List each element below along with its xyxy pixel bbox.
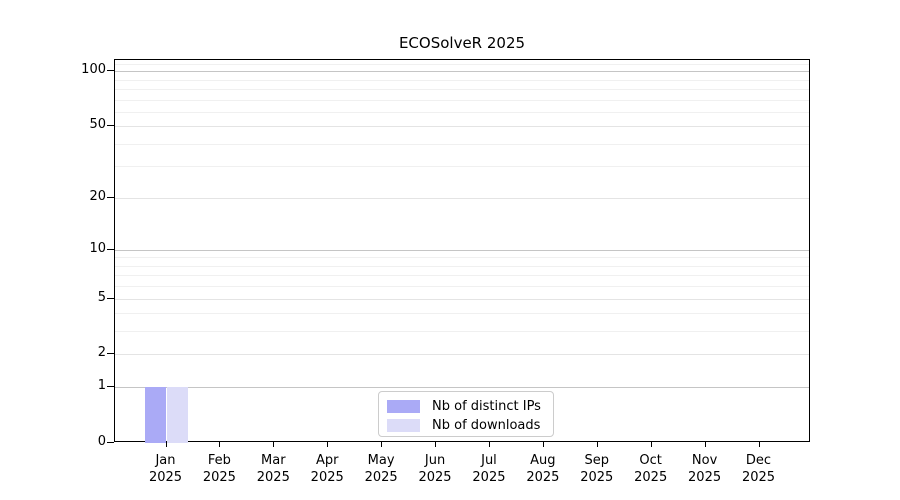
x-tick-mark bbox=[435, 442, 437, 447]
x-tick-label: Oct 2025 bbox=[634, 453, 668, 485]
x-tick-mark bbox=[488, 442, 490, 447]
y-tick-label: 50 bbox=[89, 117, 106, 133]
gridline-minor bbox=[115, 166, 809, 168]
y-tick-mark bbox=[107, 70, 114, 72]
x-tick-label: Feb 2025 bbox=[202, 453, 236, 485]
gridline-minor bbox=[115, 286, 809, 288]
gridline-minor bbox=[115, 265, 809, 267]
legend-label-downloads: Nb of downloads bbox=[432, 418, 541, 433]
x-tick-mark bbox=[596, 442, 598, 447]
y-tick-label: 20 bbox=[89, 188, 106, 204]
gridline-minor bbox=[115, 331, 809, 333]
x-tick-mark bbox=[758, 442, 760, 447]
gridline-decade bbox=[115, 71, 809, 73]
x-tick-mark bbox=[542, 442, 544, 447]
x-tick-label: Sep 2025 bbox=[580, 453, 614, 485]
gridline-minor bbox=[115, 111, 809, 113]
x-tick-mark bbox=[650, 442, 652, 447]
y-tick-mark bbox=[107, 386, 114, 388]
x-tick-label: Nov 2025 bbox=[688, 453, 722, 485]
x-tick-mark bbox=[273, 442, 275, 447]
y-tick-label: 100 bbox=[81, 62, 106, 78]
gridline-major bbox=[115, 126, 809, 128]
gridline-minor bbox=[115, 99, 809, 101]
x-tick-label: May 2025 bbox=[364, 453, 398, 485]
x-tick-mark bbox=[327, 442, 329, 447]
gridline-minor bbox=[115, 88, 809, 90]
gridline-minor bbox=[115, 257, 809, 259]
y-tick-mark bbox=[107, 196, 114, 198]
gridline-minor bbox=[115, 313, 809, 315]
bar-distinct-ips bbox=[144, 387, 167, 443]
legend: Nb of distinct IPs Nb of downloads bbox=[378, 391, 554, 437]
y-tick-mark bbox=[107, 248, 114, 250]
gridline-decade bbox=[115, 387, 809, 389]
x-tick-label: Jul 2025 bbox=[472, 453, 506, 485]
legend-swatch-distinct-ips bbox=[387, 400, 420, 413]
gridline-minor bbox=[115, 79, 809, 81]
legend-item-distinct-ips: Nb of distinct IPs bbox=[387, 398, 545, 415]
x-tick-mark bbox=[219, 442, 221, 447]
y-tick-label: 0 bbox=[97, 434, 106, 449]
x-tick-label: Dec 2025 bbox=[741, 453, 776, 485]
x-tick-mark bbox=[381, 442, 383, 447]
y-tick-label: 5 bbox=[97, 289, 106, 305]
y-tick-label: 2 bbox=[97, 345, 106, 361]
y-tick-mark bbox=[107, 297, 114, 299]
x-tick-label: Jan 2025 bbox=[148, 453, 183, 485]
x-tick-label: Jun 2025 bbox=[418, 453, 452, 485]
y-tick-label: 1 bbox=[97, 378, 106, 394]
gridline-minor bbox=[115, 63, 809, 65]
x-tick-mark bbox=[165, 442, 167, 447]
x-tick-label: Apr 2025 bbox=[310, 453, 344, 485]
gridline-major bbox=[115, 354, 809, 356]
legend-swatch-downloads bbox=[387, 419, 420, 432]
chart-title: ECOSolveR 2025 bbox=[398, 34, 526, 52]
x-tick-label: Aug 2025 bbox=[526, 453, 560, 485]
x-tick-label: Mar 2025 bbox=[256, 453, 290, 485]
bar-downloads bbox=[166, 387, 189, 443]
legend-item-downloads: Nb of downloads bbox=[387, 417, 545, 434]
y-tick-label: 10 bbox=[89, 240, 106, 256]
gridline-major bbox=[115, 298, 809, 300]
gridline-minor bbox=[115, 275, 809, 277]
plot-area bbox=[114, 59, 810, 443]
y-tick-mark bbox=[107, 125, 114, 127]
gridline-minor bbox=[115, 143, 809, 145]
legend-label-distinct-ips: Nb of distinct IPs bbox=[432, 399, 541, 414]
x-tick-mark bbox=[704, 442, 706, 447]
y-tick-mark bbox=[107, 442, 114, 443]
y-tick-mark bbox=[107, 353, 114, 355]
gridline-decade bbox=[115, 249, 809, 251]
gridline-major bbox=[115, 197, 809, 199]
